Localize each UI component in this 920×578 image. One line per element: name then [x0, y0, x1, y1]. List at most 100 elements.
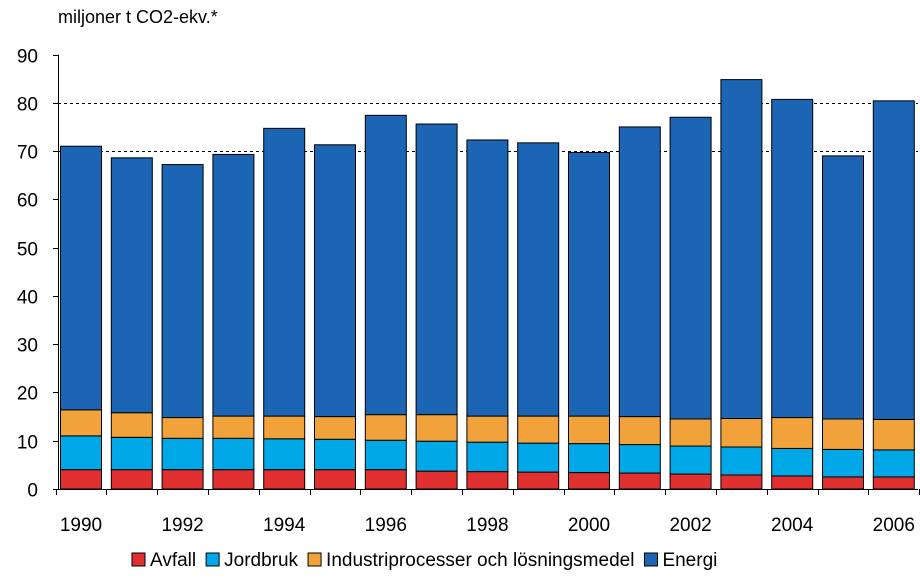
bar-segment-avfall-2002: [669, 473, 712, 490]
bar-segment-jordbruk-1998: [466, 441, 509, 473]
bar-segment-industriprocesser-1990: [60, 409, 102, 437]
bar-segment-energi-2002: [669, 116, 712, 420]
bar-segment-avfall-1998: [466, 471, 509, 490]
bar-segment-jordbruk-1999: [517, 442, 560, 473]
bar-segment-avfall-2000: [568, 472, 610, 490]
y-tick-label-70: 70: [17, 143, 38, 164]
bar-segment-jordbruk-1996: [364, 439, 407, 471]
bar-1998: [466, 139, 509, 490]
bar-segment-industriprocesser-2001: [618, 416, 661, 446]
bar-segment-industriprocesser-1994: [263, 415, 306, 440]
bar-segment-energi-1996: [364, 114, 407, 416]
legend: Avfall Jordbruk Industriprocesser och lösn…: [131, 550, 717, 571]
bar-1996: [364, 114, 407, 490]
y-tick-label-20: 20: [17, 384, 38, 405]
bar-segment-avfall-1992: [161, 469, 204, 490]
bar-segment-energi-1998: [466, 139, 509, 417]
bar-segment-energi-1991: [110, 157, 153, 414]
bar-1995: [314, 144, 356, 490]
bar-segment-industriprocesser-1991: [110, 412, 153, 438]
bar-2003: [720, 79, 763, 490]
bar-2004: [771, 98, 814, 490]
y-axis-label: miljoner t CO2-ekv.*: [58, 7, 218, 27]
bar-segment-energi-1992: [161, 164, 204, 419]
bar-segment-avfall-1990: [60, 469, 102, 490]
bar-segment-energi-2005: [822, 155, 864, 420]
bar-segment-avfall-1997: [415, 470, 458, 490]
legend-item-jordbruk: Jordbruk: [205, 550, 299, 571]
bar-2001: [618, 126, 661, 490]
y-tick-label-80: 80: [17, 95, 38, 116]
bar-segment-industriprocesser-1993: [212, 415, 255, 439]
bar-2000: [568, 152, 610, 490]
legend-swatch: [307, 552, 322, 567]
bar-segment-energi-2003: [720, 79, 763, 420]
x-tick-label-2004: 2004: [771, 515, 814, 536]
legend-label: Industriprocesser och lösningsmedel: [326, 550, 634, 571]
bar-1994: [263, 127, 306, 490]
bar-segment-jordbruk-2000: [568, 443, 610, 474]
bar-1990: [60, 145, 102, 490]
bar-segment-industriprocesser-1996: [364, 414, 407, 441]
axes: 0 10 20 30 40 50 60 70 80 90 1990 1992 1994 1996 1998 2…: [17, 47, 920, 536]
bar-segment-energi-2001: [618, 126, 661, 418]
bar-segment-industriprocesser-2004: [771, 417, 814, 449]
bar-segment-jordbruk-2002: [669, 445, 712, 475]
x-tick-label-1996: 1996: [365, 515, 407, 536]
y-tick-label-60: 60: [17, 191, 38, 212]
legend-item-avfall: Avfall: [131, 550, 196, 571]
bar-segment-avfall-1991: [110, 469, 153, 490]
bar-segment-energi-1993: [212, 153, 255, 417]
bar-segment-jordbruk-1991: [110, 436, 153, 471]
bar-segment-jordbruk-1995: [314, 438, 356, 471]
bar-segment-industriprocesser-2000: [568, 415, 610, 445]
bar-segment-jordbruk-1992: [161, 437, 204, 471]
bars: [60, 79, 915, 490]
legend-swatch: [643, 552, 658, 567]
bar-segment-industriprocesser-1998: [466, 415, 509, 443]
bar-segment-energi-2000: [568, 152, 610, 417]
y-tick-label-50: 50: [17, 240, 38, 261]
bar-segment-avfall-2004: [771, 475, 814, 490]
legend-label: Avfall: [150, 550, 196, 571]
bar-segment-jordbruk-2004: [771, 447, 814, 477]
bar-segment-jordbruk-1993: [212, 437, 255, 471]
bar-1997: [415, 123, 458, 490]
legend-label: Energi: [662, 550, 717, 571]
bar-segment-industriprocesser-2005: [822, 418, 864, 450]
bar-segment-energi-1997: [415, 123, 458, 416]
bar-segment-industriprocesser-2002: [669, 418, 712, 447]
bar-segment-avfall-1999: [517, 471, 560, 490]
bar-segment-industriprocesser-1999: [517, 415, 560, 444]
bar-2002: [669, 116, 712, 490]
bar-segment-energi-1990: [60, 145, 102, 411]
bar-segment-industriprocesser-2003: [720, 418, 763, 448]
bar-segment-industriprocesser-1995: [314, 416, 356, 440]
legend-item-industriprocesser: Industriprocesser och lösningsmedel: [307, 550, 634, 571]
x-tick-label-2002: 2002: [669, 515, 711, 536]
bar-segment-industriprocesser-1997: [415, 414, 458, 442]
bar-segment-jordbruk-2005: [822, 448, 864, 478]
x-tick-label-1998: 1998: [466, 515, 508, 536]
bar-segment-avfall-1994: [263, 469, 306, 490]
bar-segment-avfall-1995: [314, 469, 356, 490]
y-tick-label-90: 90: [17, 47, 38, 68]
bar-segment-energi-1995: [314, 144, 356, 418]
bar-segment-energi-2004: [771, 98, 814, 419]
y-tick-label-40: 40: [17, 288, 38, 309]
bar-segment-energi-2006: [872, 100, 915, 420]
bar-segment-avfall-2005: [822, 476, 864, 490]
legend-label: Jordbruk: [224, 550, 298, 571]
bar-1991: [110, 157, 153, 490]
bar-segment-jordbruk-1994: [263, 438, 306, 471]
bar-segment-industriprocesser-1992: [161, 417, 204, 439]
x-tick-label-2000: 2000: [568, 515, 610, 536]
bar-1999: [517, 142, 560, 490]
bar-segment-avfall-2001: [618, 472, 661, 490]
bar-segment-avfall-2003: [720, 474, 763, 490]
bar-segment-industriprocesser-2006: [872, 418, 915, 451]
legend-swatch: [205, 552, 220, 567]
y-tick-label-0: 0: [27, 481, 38, 502]
bar-segment-jordbruk-1997: [415, 440, 458, 472]
